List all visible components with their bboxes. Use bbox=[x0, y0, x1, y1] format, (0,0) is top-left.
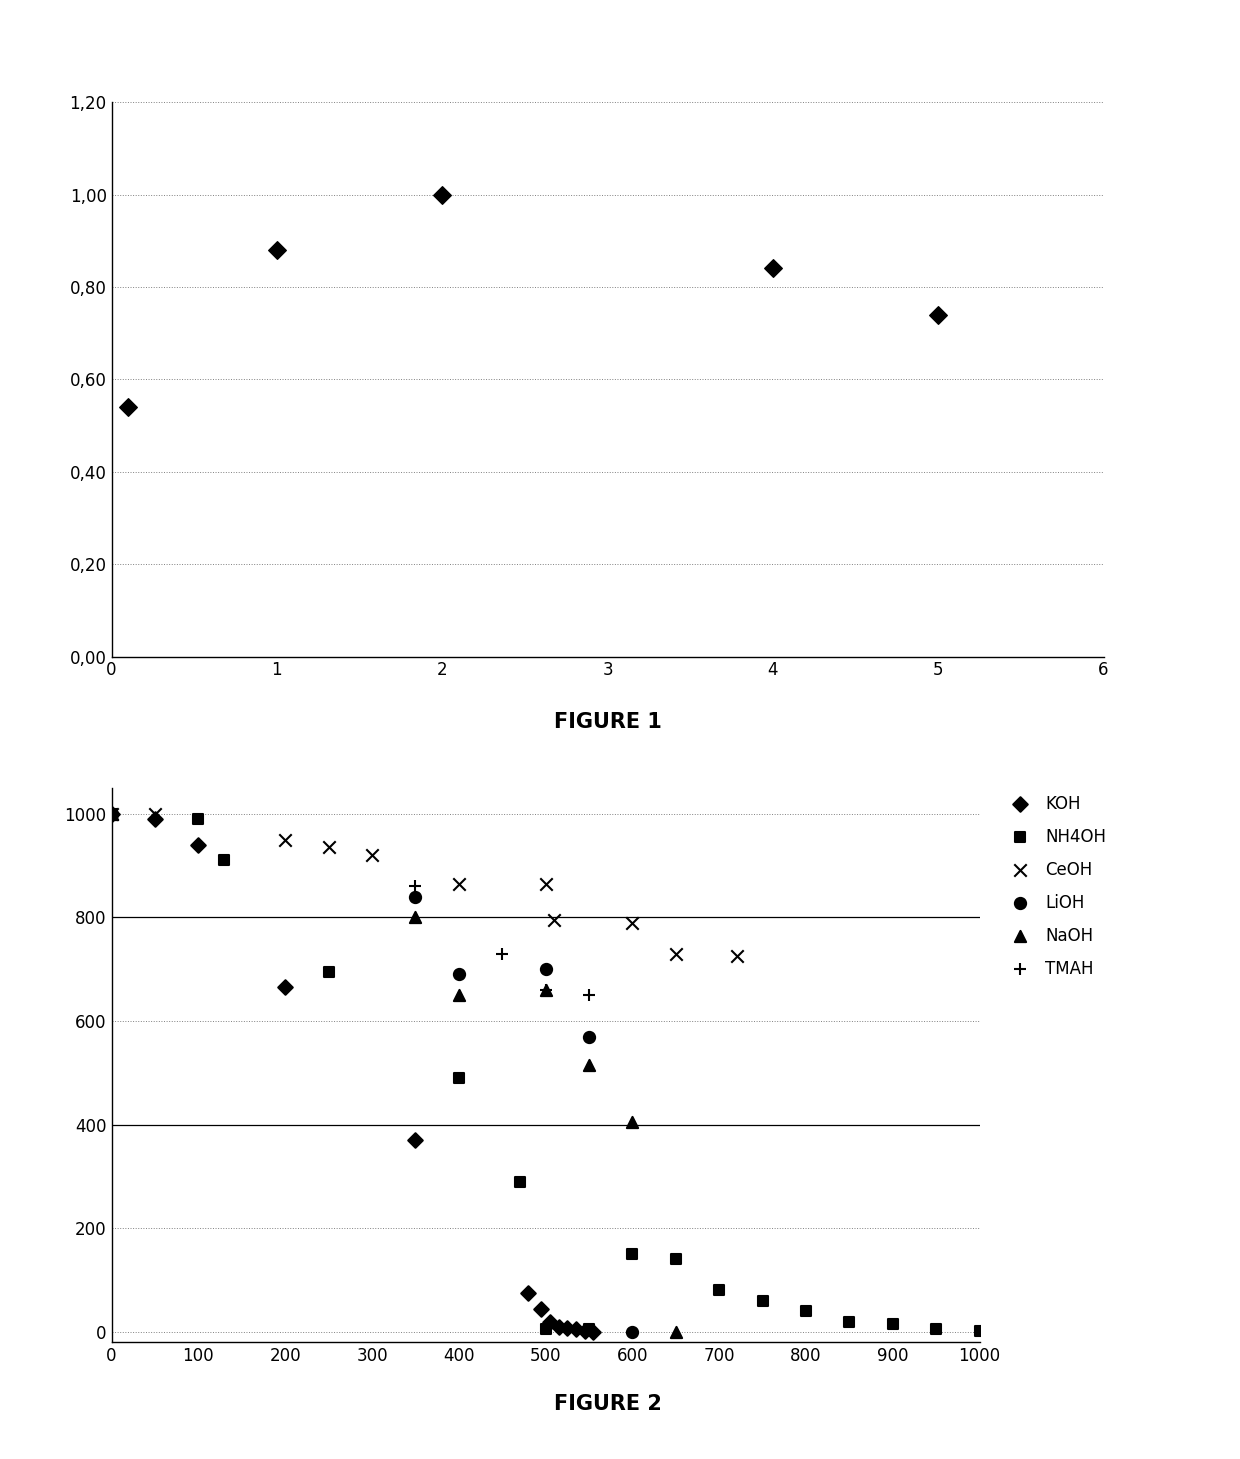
NH4OH bbox=[839, 1310, 859, 1334]
NH4OH bbox=[188, 807, 208, 830]
CeOH bbox=[622, 910, 642, 934]
NaOH bbox=[536, 979, 556, 1002]
TMAH bbox=[579, 983, 599, 1007]
NaOH bbox=[405, 906, 425, 929]
LiOH bbox=[449, 963, 469, 986]
NH4OH bbox=[102, 802, 122, 826]
KOH bbox=[548, 1315, 568, 1338]
NH4OH bbox=[449, 1067, 469, 1090]
NH4OH bbox=[970, 1319, 990, 1342]
KOH bbox=[531, 1297, 551, 1320]
KOH bbox=[405, 1128, 425, 1151]
Point bbox=[118, 395, 138, 419]
NH4OH bbox=[666, 1247, 686, 1271]
KOH bbox=[518, 1281, 538, 1304]
CeOH bbox=[145, 802, 165, 826]
CeOH bbox=[536, 872, 556, 896]
Text: FIGURE 2: FIGURE 2 bbox=[554, 1393, 661, 1414]
KOH bbox=[275, 976, 295, 999]
NH4OH bbox=[883, 1313, 903, 1336]
CeOH bbox=[666, 943, 686, 966]
KOH bbox=[102, 802, 122, 826]
CeOH bbox=[727, 944, 746, 967]
NH4OH bbox=[536, 1317, 556, 1341]
NH4OH bbox=[579, 1317, 599, 1341]
LiOH bbox=[405, 886, 425, 909]
KOH bbox=[565, 1317, 585, 1341]
TMAH bbox=[102, 802, 122, 826]
NH4OH bbox=[622, 1243, 642, 1266]
Point bbox=[433, 182, 453, 206]
TMAH bbox=[622, 1320, 642, 1344]
KOH bbox=[188, 833, 208, 856]
LiOH bbox=[102, 802, 122, 826]
NH4OH bbox=[709, 1278, 729, 1301]
TMAH bbox=[492, 943, 512, 966]
CeOH bbox=[102, 802, 122, 826]
LiOH bbox=[622, 1320, 642, 1344]
NaOH bbox=[449, 983, 469, 1007]
KOH bbox=[574, 1319, 595, 1342]
NH4OH bbox=[796, 1300, 816, 1323]
CeOH bbox=[362, 843, 382, 867]
CeOH bbox=[319, 836, 339, 859]
NH4OH bbox=[753, 1290, 773, 1313]
Point bbox=[763, 257, 782, 280]
Text: FIGURE 1: FIGURE 1 bbox=[554, 712, 661, 732]
NaOH bbox=[622, 1110, 642, 1134]
NaOH bbox=[666, 1320, 686, 1344]
KOH bbox=[539, 1310, 559, 1334]
NH4OH bbox=[319, 960, 339, 983]
CeOH bbox=[275, 829, 295, 852]
Point bbox=[929, 303, 949, 327]
LiOH bbox=[579, 1024, 599, 1048]
NH4OH bbox=[926, 1317, 946, 1341]
CeOH bbox=[449, 872, 469, 896]
NaOH bbox=[579, 1053, 599, 1077]
NaOH bbox=[102, 802, 122, 826]
LiOH bbox=[536, 957, 556, 980]
KOH bbox=[583, 1320, 603, 1344]
CeOH bbox=[544, 909, 564, 932]
KOH bbox=[145, 807, 165, 830]
NH4OH bbox=[215, 849, 234, 872]
NH4OH bbox=[510, 1170, 529, 1193]
Legend: KOH, NH4OH, CeOH, LiOH, NaOH, TMAH: KOH, NH4OH, CeOH, LiOH, NaOH, TMAH bbox=[997, 788, 1114, 985]
KOH bbox=[557, 1316, 577, 1339]
Point bbox=[267, 238, 286, 261]
TMAH bbox=[536, 979, 556, 1002]
TMAH bbox=[405, 874, 425, 897]
